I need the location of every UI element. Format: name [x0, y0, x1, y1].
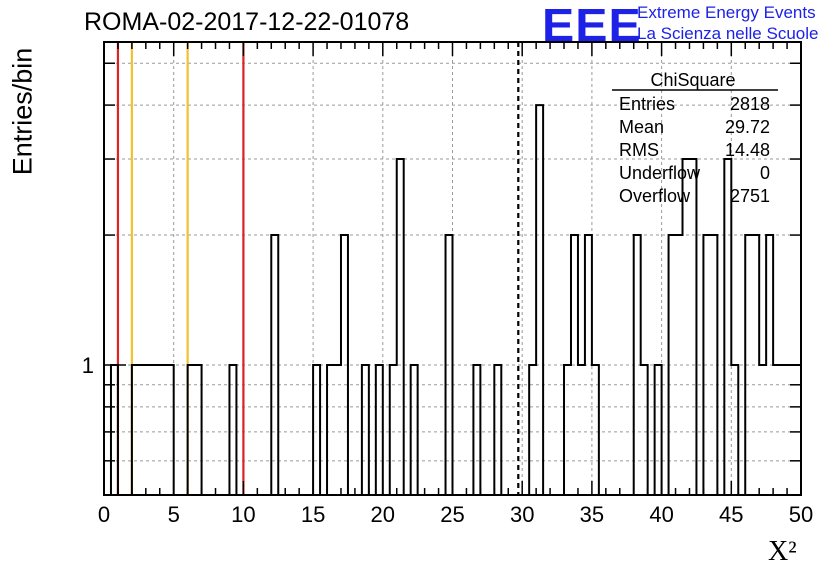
x-tick-label: 5	[168, 502, 180, 527]
stats-box: ChiSquare Entries 2818 Mean 29.72 RMS 14…	[612, 70, 778, 206]
stats-value-underflow: 0	[760, 163, 770, 183]
logo-text-line2: La Scienza nelle Scuole	[637, 24, 819, 43]
stats-label-entries: Entries	[619, 94, 675, 114]
x-tick-label: 40	[649, 502, 673, 527]
stats-label-mean: Mean	[619, 117, 664, 137]
stats-value-overflow: 2751	[730, 186, 770, 206]
stats-label-underflow: Underflow	[619, 163, 701, 183]
stats-value-mean: 29.72	[725, 117, 770, 137]
stats-value-entries: 2818	[730, 94, 770, 114]
histogram-bin	[689, 159, 696, 495]
stats-title: ChiSquare	[650, 70, 735, 90]
x-tick-label: 50	[789, 502, 813, 527]
stats-label-rms: RMS	[619, 140, 659, 160]
reference-lines	[116, 42, 520, 495]
histogram-bin	[536, 105, 543, 495]
x-tick-label: 0	[98, 502, 110, 527]
x-tick-label: 35	[580, 502, 604, 527]
histogram-bin	[724, 159, 731, 495]
axes: 0 5 10 15 20 25 30 35 40 45 50 1	[82, 41, 813, 527]
x-tick-label: 20	[371, 502, 395, 527]
logo-text-line1: Extreme Energy Events	[637, 3, 816, 22]
x-tick-label: 30	[510, 502, 534, 527]
stats-label-overflow: Overflow	[619, 186, 691, 206]
stats-value-rms: 14.48	[725, 140, 770, 160]
histogram-bin	[397, 159, 404, 495]
x-tick-label: 15	[301, 502, 325, 527]
histogram-bin	[683, 159, 690, 495]
y-tick-label: 1	[82, 353, 94, 378]
chart-title: ROMA-02-2017-12-22-01078	[84, 8, 410, 36]
x-tick-label: 10	[231, 502, 255, 527]
x-tick-label: 25	[440, 502, 464, 527]
x-tick-label: 45	[719, 502, 743, 527]
x-axis-label: X²	[768, 536, 797, 567]
